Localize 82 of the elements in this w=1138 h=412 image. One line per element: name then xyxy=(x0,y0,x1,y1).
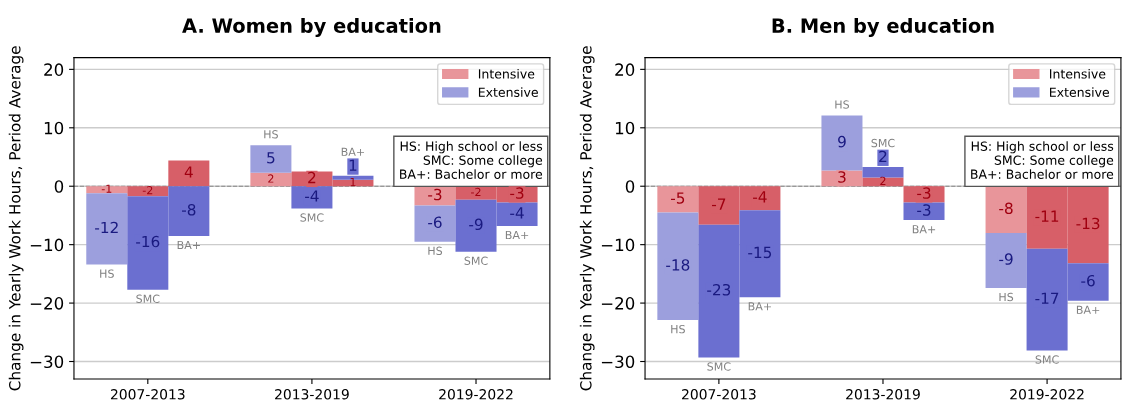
y-tick-label: 10 xyxy=(615,121,635,135)
annotation: BA+ xyxy=(177,240,200,250)
annotation: HS xyxy=(428,246,443,256)
chart-title: B. Men by education xyxy=(772,17,994,37)
data-label: -4 xyxy=(305,190,319,202)
y-tick-label: 20 xyxy=(615,63,635,76)
legend-label: Extensive xyxy=(478,87,538,97)
data-label: -17 xyxy=(1035,292,1059,304)
data-label: -6 xyxy=(1081,274,1095,287)
data-label: -15 xyxy=(748,246,772,259)
data-label: -4 xyxy=(753,191,767,203)
annotation: HS: High school or less SMC: Some college BA+: Bachelor or more xyxy=(400,141,543,179)
annotation: SMC xyxy=(1035,355,1059,364)
data-label: -12 xyxy=(95,221,118,234)
data-label: -5 xyxy=(670,192,685,204)
x-tick-label: 2019-2022 xyxy=(439,389,513,400)
data-label: -13 xyxy=(1076,217,1100,230)
data-label: -3 xyxy=(917,204,931,216)
annotation: BA+ xyxy=(912,225,936,234)
annotation: HS xyxy=(999,292,1014,302)
x-tick-label: 2013-2019 xyxy=(275,389,349,400)
data-label: 9 xyxy=(838,135,846,148)
x-tick-label: 2007-2013 xyxy=(110,389,185,400)
data-label: 2 xyxy=(880,176,886,185)
data-label: 2 xyxy=(308,171,316,184)
data-label: -2 xyxy=(142,186,153,195)
annotation: HS xyxy=(264,130,278,139)
data-label: 1 xyxy=(349,159,357,171)
annotation: BA+ xyxy=(505,230,529,240)
y-tick-label: 10 xyxy=(44,121,64,135)
y-tick-label: −10 xyxy=(601,238,635,252)
annotation: SMC xyxy=(707,362,731,371)
annotation: HS xyxy=(671,324,685,334)
y-tick-label: −20 xyxy=(601,297,635,310)
chart-title: A. Women by education xyxy=(182,17,441,37)
data-label: 2 xyxy=(268,174,274,183)
annotation: SMC xyxy=(300,213,324,222)
data-label: 1 xyxy=(350,177,356,187)
y-tick-label: 20 xyxy=(44,63,64,76)
data-label: -2 xyxy=(471,187,481,197)
x-tick-label: 2013-2019 xyxy=(846,389,920,400)
annotation: SMC xyxy=(871,138,895,148)
data-label: -6 xyxy=(428,216,442,229)
annotation: HS: High school or less SMC: Some college BA+: Bachelor or more xyxy=(971,141,1114,179)
annotation: SMC xyxy=(464,256,488,265)
y-tick-label: −20 xyxy=(30,297,64,310)
x-tick-label: 2007-2013 xyxy=(682,389,756,400)
data-label: -8 xyxy=(999,202,1013,215)
data-label: -4 xyxy=(510,207,524,219)
data-label: -9 xyxy=(469,218,483,231)
data-label: -23 xyxy=(707,283,731,296)
legend-label: Extensive xyxy=(1050,87,1110,97)
data-label: -8 xyxy=(181,203,196,216)
data-label: -3 xyxy=(917,187,931,199)
data-label: -3 xyxy=(428,188,442,201)
annotation: BA+ xyxy=(748,302,771,311)
legend-label: Intensive xyxy=(478,68,535,79)
y-tick-label: 0 xyxy=(625,180,635,193)
annotation: HS xyxy=(835,100,850,109)
y-axis-title: Change in Yearly Work Hours, Period Average xyxy=(8,46,24,391)
y-tick-label: −30 xyxy=(601,355,635,369)
data-label: -11 xyxy=(1035,210,1059,222)
data-label: -3 xyxy=(510,187,524,199)
legend-label: Intensive xyxy=(1050,68,1106,79)
y-tick-label: −10 xyxy=(30,238,64,252)
annotation: BA+ xyxy=(1076,305,1100,314)
annotation: SMC xyxy=(136,294,160,303)
data-label: 3 xyxy=(838,171,846,183)
y-axis-title: Change in Yearly Work Hours, Period Average xyxy=(579,46,595,391)
y-tick-label: 0 xyxy=(54,180,64,193)
data-label: 4 xyxy=(184,166,193,178)
data-label: -16 xyxy=(136,235,160,248)
data-label: -1 xyxy=(101,184,112,193)
data-label: -18 xyxy=(666,259,690,271)
data-label: 5 xyxy=(267,152,275,164)
y-tick-label: −30 xyxy=(30,355,64,369)
data-label: -7 xyxy=(712,198,726,210)
data-label: -9 xyxy=(999,253,1013,265)
x-tick-label: 2019-2022 xyxy=(1010,389,1084,400)
annotation: HS xyxy=(100,269,114,278)
annotation: BA+ xyxy=(341,147,365,156)
data-label: 2 xyxy=(879,150,887,163)
